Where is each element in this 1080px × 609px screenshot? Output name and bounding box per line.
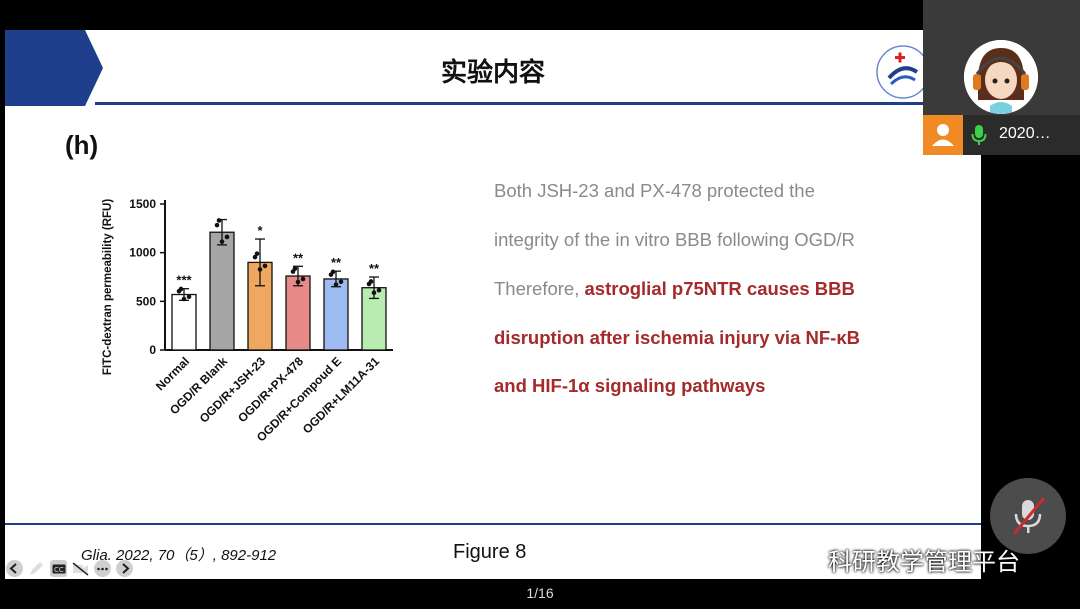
data-point [338,279,344,285]
footer-divider [5,523,981,525]
significance-label: ** [369,261,380,276]
paragraph-line-5: and HIF-1α signaling pathways [494,375,766,396]
significance-label: *** [176,273,192,288]
citation: Glia. 2022, 70（5）, 892-912 [81,547,277,564]
previous-icon[interactable] [6,560,23,577]
y-tick-label: 1000 [129,246,156,260]
data-point [330,269,336,275]
paragraph-line-3-prefix: Therefore, [494,278,585,299]
bar [285,275,311,351]
y-tick-label: 1500 [129,197,156,211]
significance-label: ** [331,255,342,270]
watermark: 科研教学管理平台 [828,548,1020,576]
bar [323,278,349,351]
data-point [295,279,301,285]
wechat-icon [780,543,822,572]
paragraph-line-2: integrity of the in vitro BBB following … [494,229,855,250]
figure-label: Figure 8 [453,541,527,563]
svg-text:CC: CC [54,566,64,574]
data-point [181,296,187,302]
header-arrow-shape [5,30,103,106]
bar [209,231,235,351]
significance-label: ** [293,250,304,265]
paragraph-line-4: disruption after ischemia injury via NF-… [494,327,860,348]
data-point [262,263,268,269]
data-point [186,294,192,300]
data-point [214,222,220,228]
data-point [219,239,225,244]
more-options-icon[interactable] [94,560,111,577]
presentation-slide: 实验内容 (h) 0 500 1000 1500 FITC-dextran permea… [5,30,981,579]
data-point [292,266,298,271]
data-point [257,267,263,272]
camera-off-icon[interactable] [72,560,89,577]
captions-icon[interactable]: CC [50,560,67,577]
data-point [178,286,184,292]
pen-icon[interactable] [28,560,45,577]
data-point [252,254,258,260]
header-divider [95,102,981,105]
data-point [368,279,374,284]
page-indicator: 1/16 [526,585,554,601]
bar [171,293,197,351]
presentation-toolbar: CC [6,560,133,577]
data-point [333,282,339,287]
muted-microphone-icon [1012,497,1046,535]
participant-name-bar: 2020… [923,115,1080,155]
slide-header: 实验内容 [5,30,981,106]
mute-toggle-button[interactable] [990,478,1066,554]
paragraph-line-3: Therefore, astroglial p75NTR causes BBB [494,278,855,300]
bar-chart: 0 500 1000 1500 FITC-dextran permeability (R… [102,197,393,444]
paragraph-line-1: Both JSH-23 and PX-478 protected the [494,180,815,201]
slide-title: 实验内容 [440,58,545,88]
significance-label: * [257,223,263,238]
avatar-illustration-icon [964,40,1038,114]
user-icon [923,115,963,155]
data-point [254,251,260,256]
data-point [376,287,382,293]
data-point [216,218,222,223]
next-icon[interactable] [116,560,133,577]
y-axis-label: FITC-dextran permeability (RFU) [102,199,114,376]
data-point [224,234,230,240]
participant-name: 2020… [999,125,1051,142]
data-point [371,290,377,295]
microphone-icon [971,125,987,145]
paragraph-line-3-bold: astroglial p75NTR causes BBB [584,278,855,299]
category-label: OGD/R+JSH-23 [197,354,269,426]
panel-label: (h) [65,130,99,160]
y-tick-label: 500 [136,294,156,308]
category-label: OGD/R+PX-478 [235,354,306,425]
participant-avatar [964,40,1038,114]
data-point [300,276,306,282]
y-tick-label: 0 [149,343,156,357]
